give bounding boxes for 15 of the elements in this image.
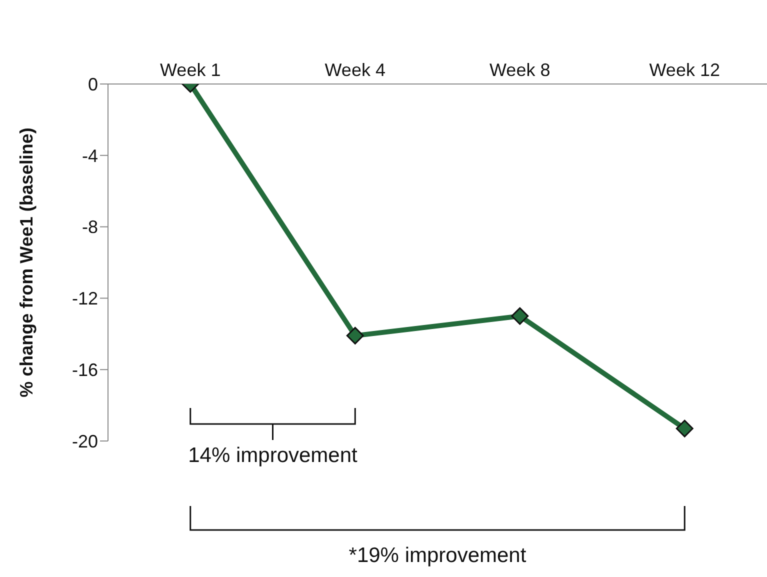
y-tick-label: -20 xyxy=(72,431,98,452)
x-tick-label: Week 4 xyxy=(324,60,386,80)
y-tick-label: -12 xyxy=(72,288,98,309)
text: *19% improvement xyxy=(348,544,526,567)
y-tick-label: 0 xyxy=(88,74,98,94)
y-axis-title: % change from Wee1 (baseline) xyxy=(16,128,36,398)
x-tick-label: Week 12 xyxy=(649,60,720,80)
x-tick-label: Week 1 xyxy=(160,60,221,80)
point xyxy=(346,326,364,344)
y-tick-label: -16 xyxy=(72,360,98,380)
y-tick-label: -4 xyxy=(82,146,98,166)
y-tick-label: -8 xyxy=(82,217,98,238)
text: 14% improvement xyxy=(188,444,358,467)
x-tick-label: Week 8 xyxy=(490,60,550,80)
point xyxy=(511,307,529,325)
